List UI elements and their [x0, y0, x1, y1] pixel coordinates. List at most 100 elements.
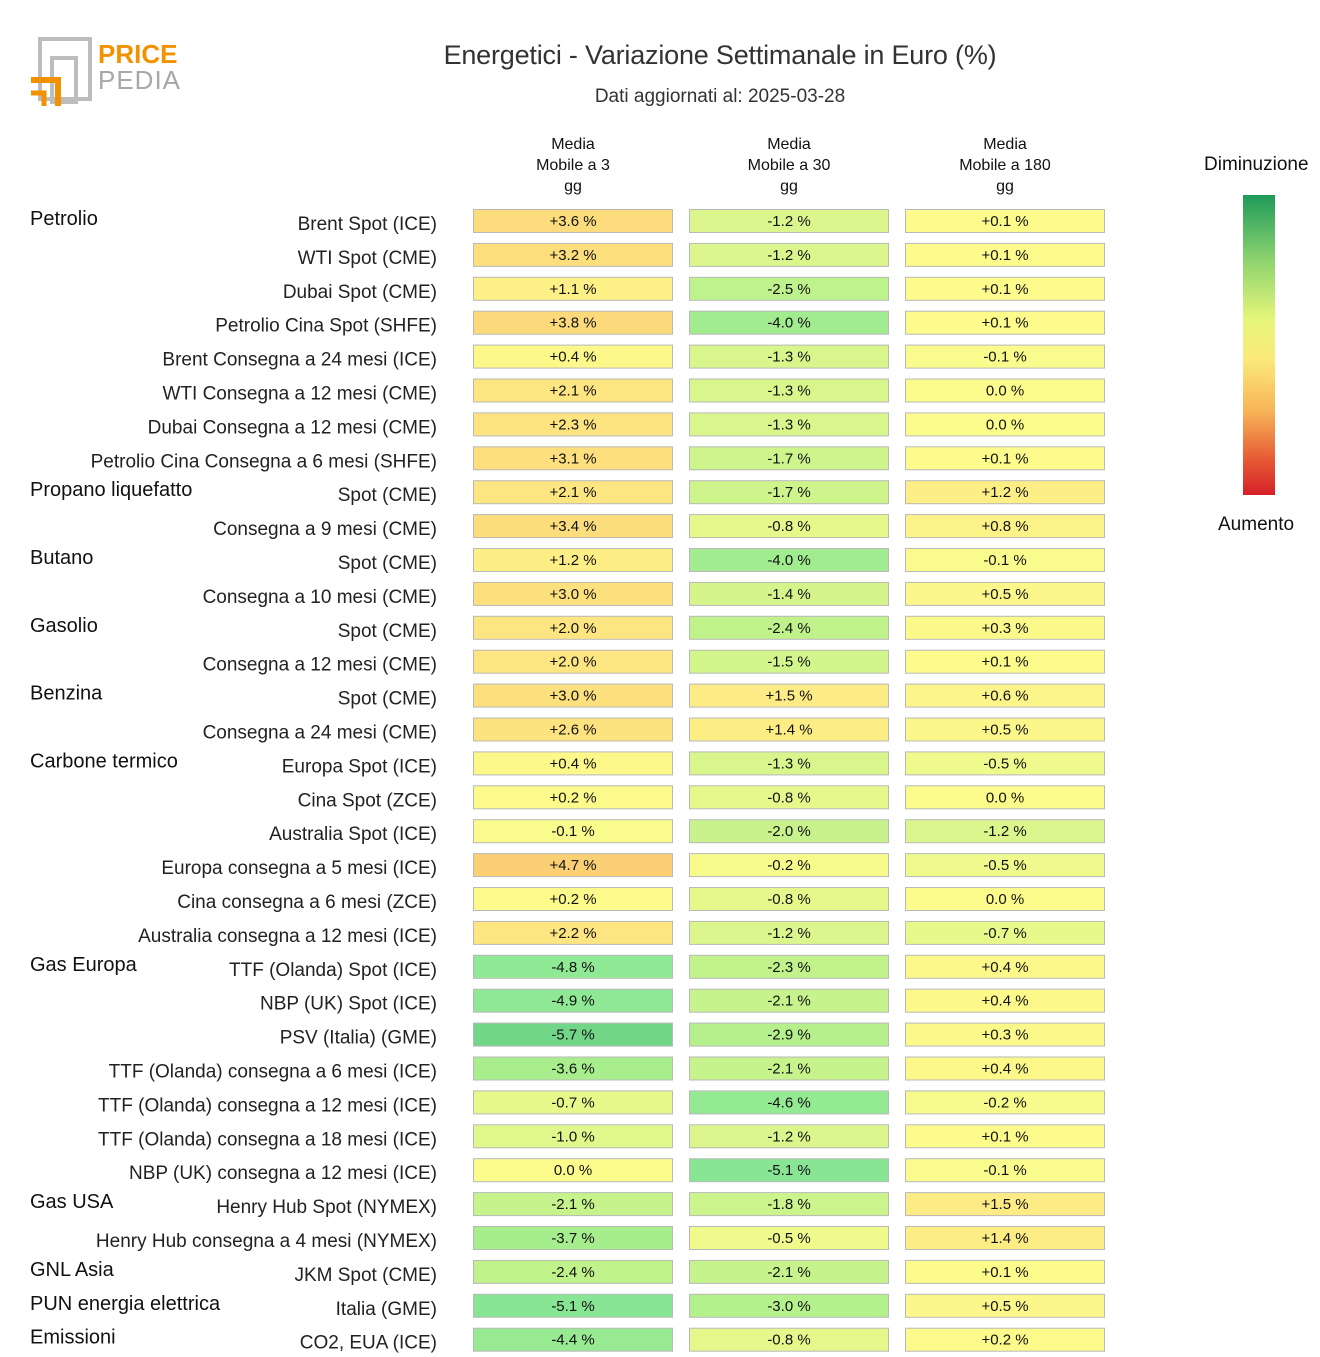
cell-value: +1.2 % — [981, 484, 1028, 501]
cell-value: +3.1 % — [549, 450, 596, 467]
heatmap-cell — [905, 751, 1105, 776]
cell-value: -2.1 % — [767, 1264, 810, 1281]
heatmap-cell — [905, 548, 1105, 572]
cell-value: +0.1 % — [981, 315, 1028, 332]
cell-value: -1.8 % — [767, 1196, 810, 1213]
heatmap-cell — [905, 581, 1105, 606]
heatmap-cell — [689, 1192, 889, 1217]
group-label: Petrolio — [30, 208, 98, 230]
cell-value: -4.8 % — [551, 959, 594, 976]
cell-value: -4.4 % — [551, 1332, 594, 1349]
group-label: Propano liquefatto — [30, 479, 192, 501]
cell-value: -2.4 % — [551, 1264, 594, 1281]
heatmap-cell — [473, 446, 673, 471]
heatmap-cell — [689, 1124, 889, 1149]
chart-title: Energetici - Variazione Settimanale in E… — [443, 40, 997, 70]
heatmap-cell — [905, 615, 1105, 640]
cell-value: +0.5 % — [981, 722, 1028, 739]
cell-value: -1.2 % — [767, 925, 810, 942]
column-header-line: gg — [564, 178, 582, 195]
row-label: Spot (CME) — [338, 553, 437, 574]
heatmap-cell — [473, 1022, 673, 1047]
group-label: GNL Asia — [30, 1259, 115, 1281]
heatmap-cell — [689, 649, 889, 674]
cell-value: -0.7 % — [551, 1094, 594, 1111]
row-label: Petrolio Cina Consegna a 6 mesi (SHFE) — [91, 451, 437, 472]
cell-value: +0.1 % — [981, 654, 1028, 671]
heatmap-cell — [473, 887, 673, 911]
row-label: Brent Spot (ICE) — [298, 214, 437, 235]
cell-value: +0.4 % — [549, 755, 596, 772]
heatmap-cell — [905, 649, 1105, 674]
cell-value: +2.0 % — [549, 654, 596, 671]
cell-value: +0.2 % — [981, 1332, 1028, 1349]
heatmap-cell — [905, 242, 1105, 267]
heatmap-cell — [905, 1192, 1105, 1217]
column-header-line: Media — [767, 136, 811, 153]
column-header-30gg: Media Mobile a 30 gg — [689, 134, 889, 197]
cell-value: -1.2 % — [983, 823, 1026, 840]
heatmap-cell — [689, 819, 889, 844]
heatmap-cell — [905, 378, 1105, 403]
cell-value: 0.0 % — [986, 789, 1024, 806]
cell-value: -1.2 % — [767, 1128, 810, 1145]
cell-value: -0.8 % — [767, 891, 810, 908]
heatmap-cell — [905, 887, 1105, 911]
heatmap-cell — [905, 446, 1105, 471]
group-label: Gas Europa — [30, 954, 138, 976]
heatmap-cell — [689, 1327, 889, 1352]
heatmap-cell — [905, 1226, 1105, 1250]
cell-value: -2.1 % — [551, 1196, 594, 1213]
heatmap-cell — [689, 1090, 889, 1115]
cell-value: +3.4 % — [549, 518, 596, 535]
cell-value: +0.2 % — [549, 789, 596, 806]
cell-value: +3.2 % — [549, 247, 596, 264]
cell-value: -3.7 % — [551, 1230, 594, 1247]
cell-value: +0.2 % — [549, 891, 596, 908]
cell-value: -2.0 % — [767, 823, 810, 840]
cell-value: +3.0 % — [549, 586, 596, 603]
heatmap-cell — [689, 1158, 889, 1183]
cell-value: -0.1 % — [551, 823, 594, 840]
row-label: Australia consegna a 12 mesi (ICE) — [138, 926, 437, 947]
cell-value: 0.0 % — [554, 1162, 592, 1179]
cell-value: -0.2 % — [767, 857, 810, 874]
logo-text-price: PRICE — [98, 39, 177, 69]
logo-text-pedia: PEDIA — [98, 65, 181, 95]
cell-value: +0.1 % — [981, 450, 1028, 467]
row-label: TTF (Olanda) consegna a 18 mesi (ICE) — [98, 1129, 437, 1150]
row-label: Dubai Consegna a 12 mesi (CME) — [148, 417, 437, 438]
heatmap-cell — [473, 242, 673, 267]
row-label: TTF (Olanda) consegna a 12 mesi (ICE) — [98, 1095, 437, 1116]
heatmap-cell — [689, 344, 889, 369]
row-label: Cina Spot (ZCE) — [298, 790, 437, 811]
cell-value: -5.7 % — [551, 1027, 594, 1044]
heatmap-cell — [689, 751, 889, 776]
heatmap-cell — [689, 954, 889, 979]
heatmap-cell — [905, 412, 1105, 437]
heatmap-cell — [689, 887, 889, 911]
cell-value: -0.7 % — [983, 925, 1026, 942]
cell-value: -2.4 % — [767, 620, 810, 637]
cell-value: -0.8 % — [767, 1332, 810, 1349]
column-header-line: Mobile a 30 — [747, 157, 831, 174]
cell-value: -1.5 % — [767, 654, 810, 671]
cell-value: +0.1 % — [981, 247, 1028, 264]
cell-value: +3.6 % — [549, 213, 596, 230]
heatmap-cell — [905, 1022, 1105, 1047]
heatmap-cell — [689, 1022, 889, 1047]
heatmap-cell — [473, 581, 673, 606]
heatmap-cell — [689, 1056, 889, 1081]
row-label: Cina consegna a 6 mesi (ZCE) — [177, 892, 437, 913]
cell-value: +0.1 % — [981, 281, 1028, 298]
heatmap-cell — [473, 1226, 673, 1250]
heatmap-cell — [473, 683, 673, 708]
heatmap-cell — [905, 310, 1105, 335]
heatmap-cell — [473, 785, 673, 810]
heatmap-cell — [905, 954, 1105, 979]
row-label: TTF (Olanda) Spot (ICE) — [229, 960, 437, 981]
column-header-line: Mobile a 180 — [959, 157, 1051, 174]
cell-value: -5.1 % — [767, 1162, 810, 1179]
heatmap-cell — [905, 920, 1105, 945]
